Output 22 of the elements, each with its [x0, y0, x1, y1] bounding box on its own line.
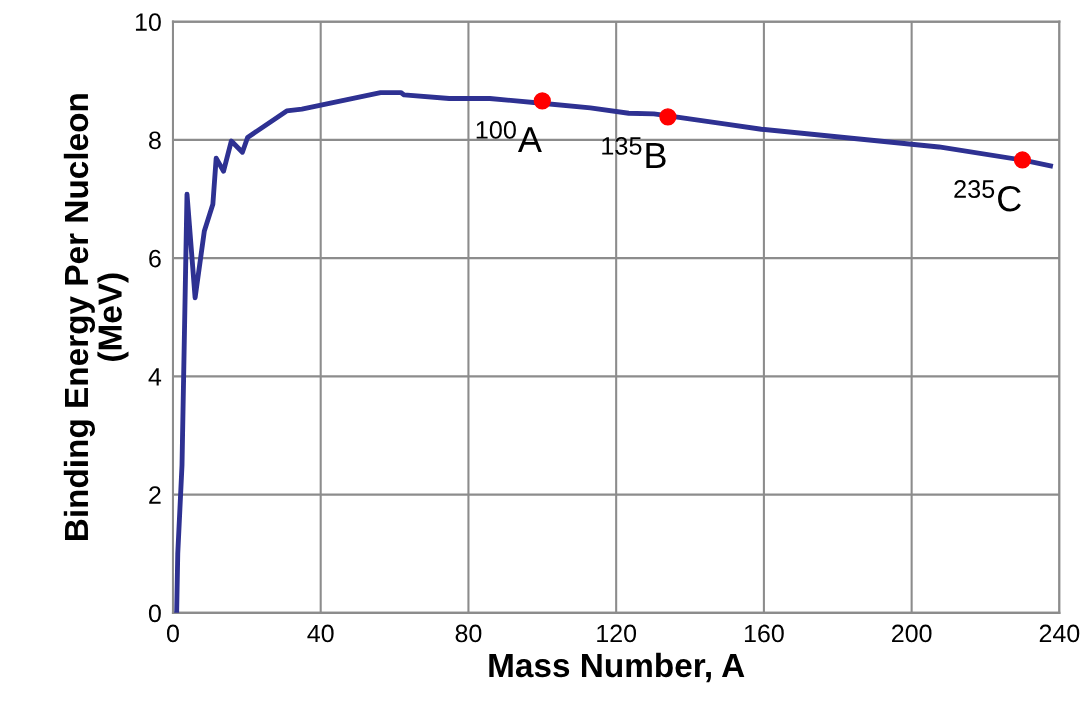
x-axis-title: Mass Number, A [489, 652, 745, 683]
y-tick-label: 4 [148, 368, 162, 386]
y-tick-label: 0 [148, 604, 161, 623]
annotation: $^{235}$C [954, 180, 1021, 212]
point [1013, 151, 1032, 169]
x-tick-label: 200 [892, 624, 932, 643]
point [659, 108, 677, 126]
point [533, 92, 551, 110]
annotation: $^{100}$A [476, 120, 542, 152]
annotation: $^{135}$B [602, 136, 666, 168]
x-tick-label: 40 [307, 624, 334, 643]
y-axis-title: Binding Energy Per Nucleon (MeV) [63, 94, 129, 541]
x-tick-label: 0 [166, 624, 179, 643]
x-tick-label: 160 [744, 624, 784, 643]
y-tick-label: 10 [135, 13, 161, 31]
x-tick-label: 240 [1039, 624, 1080, 643]
x-tick-label: 120 [597, 624, 637, 643]
y-tick-label: 2 [149, 486, 161, 504]
y-tick-label: 6 [149, 249, 161, 268]
x-tick-label: 80 [455, 624, 482, 643]
y-tick-label: 8 [149, 131, 161, 150]
line-series [174, 90, 1053, 613]
